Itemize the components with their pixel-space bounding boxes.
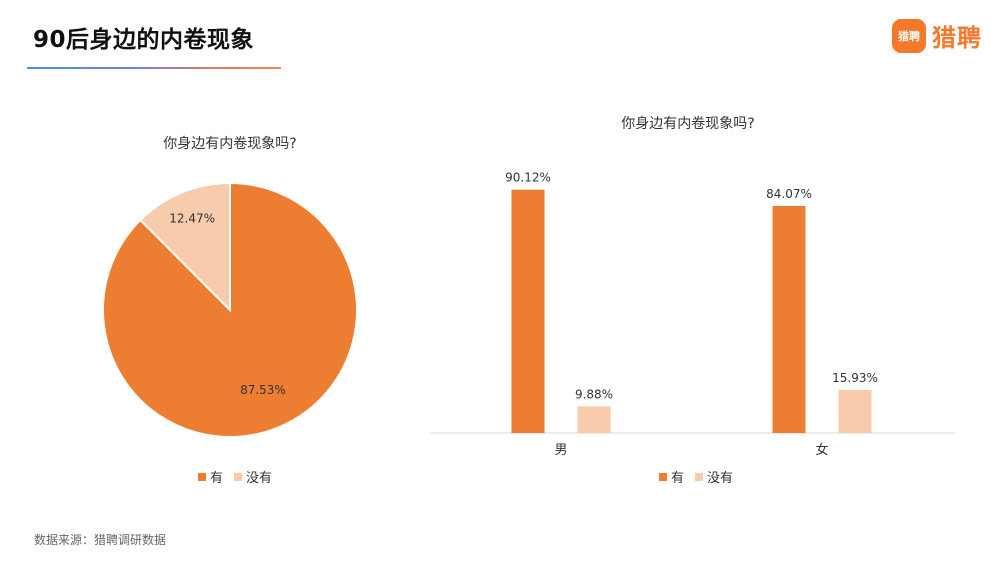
pie-slice-no xyxy=(138,181,231,313)
pie-chart-title: 你身边有内卷现象吗? xyxy=(163,136,296,152)
logo-badge-icon: 猎聘 xyxy=(892,18,926,53)
bar-no-1 xyxy=(838,389,872,433)
bar-data-label-yes-0: 90.12% xyxy=(505,171,551,185)
data-source-note: 数据来源：猎聘调研数据 xyxy=(34,531,166,548)
title-underline xyxy=(27,67,281,69)
bar-x-tick-0: 男 xyxy=(554,443,567,458)
bar-data-label-no-1: 15.93% xyxy=(832,371,878,385)
pie-legend-label-no: 没有 xyxy=(246,471,272,486)
pie-legend-label-yes: 有 xyxy=(210,471,223,486)
source-value: 猎聘调研数据 xyxy=(94,533,167,547)
bar-chart-title: 你身边有内卷现象吗? xyxy=(621,116,754,132)
bar-data-label-yes-1: 84.07% xyxy=(766,187,812,201)
bar-legend-swatch-no xyxy=(695,473,703,481)
bar-yes-1 xyxy=(772,206,806,433)
logo-text: 猎聘 xyxy=(932,24,982,52)
page-title: 90后身边的内卷现象 xyxy=(33,27,255,53)
pie-data-label-no: 12.47% xyxy=(169,211,215,225)
bar-legend-swatch-yes xyxy=(659,473,667,481)
liepin-logo: 猎聘 猎聘 xyxy=(892,18,982,53)
bar-data-label-no-0: 9.88% xyxy=(575,387,613,401)
pie-legend-swatch-yes xyxy=(198,473,206,481)
bar-legend-label-yes: 有 xyxy=(671,471,684,486)
bar-no-0 xyxy=(577,406,611,433)
source-label: 数据来源： xyxy=(34,533,95,547)
pie-data-label-yes: 87.53% xyxy=(240,383,286,397)
pie-legend-swatch-no xyxy=(234,473,242,481)
bar-yes-0 xyxy=(511,189,545,433)
bar-x-tick-1: 女 xyxy=(815,442,828,458)
bar-legend-label-no: 没有 xyxy=(707,471,733,486)
